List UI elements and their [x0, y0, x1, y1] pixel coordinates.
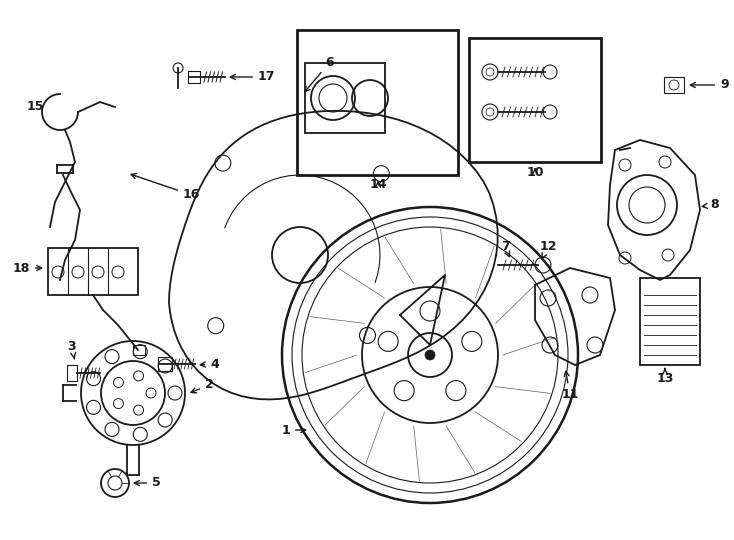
Text: 9: 9: [691, 78, 729, 91]
Text: 5: 5: [134, 476, 161, 489]
Text: 4: 4: [200, 357, 219, 370]
Circle shape: [425, 350, 435, 360]
Text: 17: 17: [230, 71, 275, 84]
Text: 7: 7: [501, 240, 509, 257]
Text: 2: 2: [191, 379, 214, 393]
Bar: [640, 278, 700, 365]
Text: 12: 12: [539, 240, 557, 259]
Text: 11: 11: [562, 372, 578, 402]
Text: 13: 13: [656, 369, 674, 384]
Bar: [305, 63, 385, 133]
Bar: [664, 77, 684, 93]
Bar: [188, 71, 200, 83]
Text: 6: 6: [305, 56, 334, 92]
Bar: [67, 365, 77, 381]
Text: 18: 18: [12, 261, 42, 274]
Text: 10: 10: [526, 165, 544, 179]
Bar: [133, 345, 145, 355]
Text: 16: 16: [131, 174, 200, 201]
Text: 15: 15: [26, 100, 44, 113]
Bar: [469, 38, 601, 162]
Text: 14: 14: [369, 179, 387, 192]
Text: 3: 3: [68, 341, 76, 359]
Text: 8: 8: [702, 199, 719, 212]
Bar: [158, 357, 172, 371]
Text: 1: 1: [281, 423, 305, 436]
Bar: [297, 30, 458, 175]
Bar: [48, 248, 138, 295]
